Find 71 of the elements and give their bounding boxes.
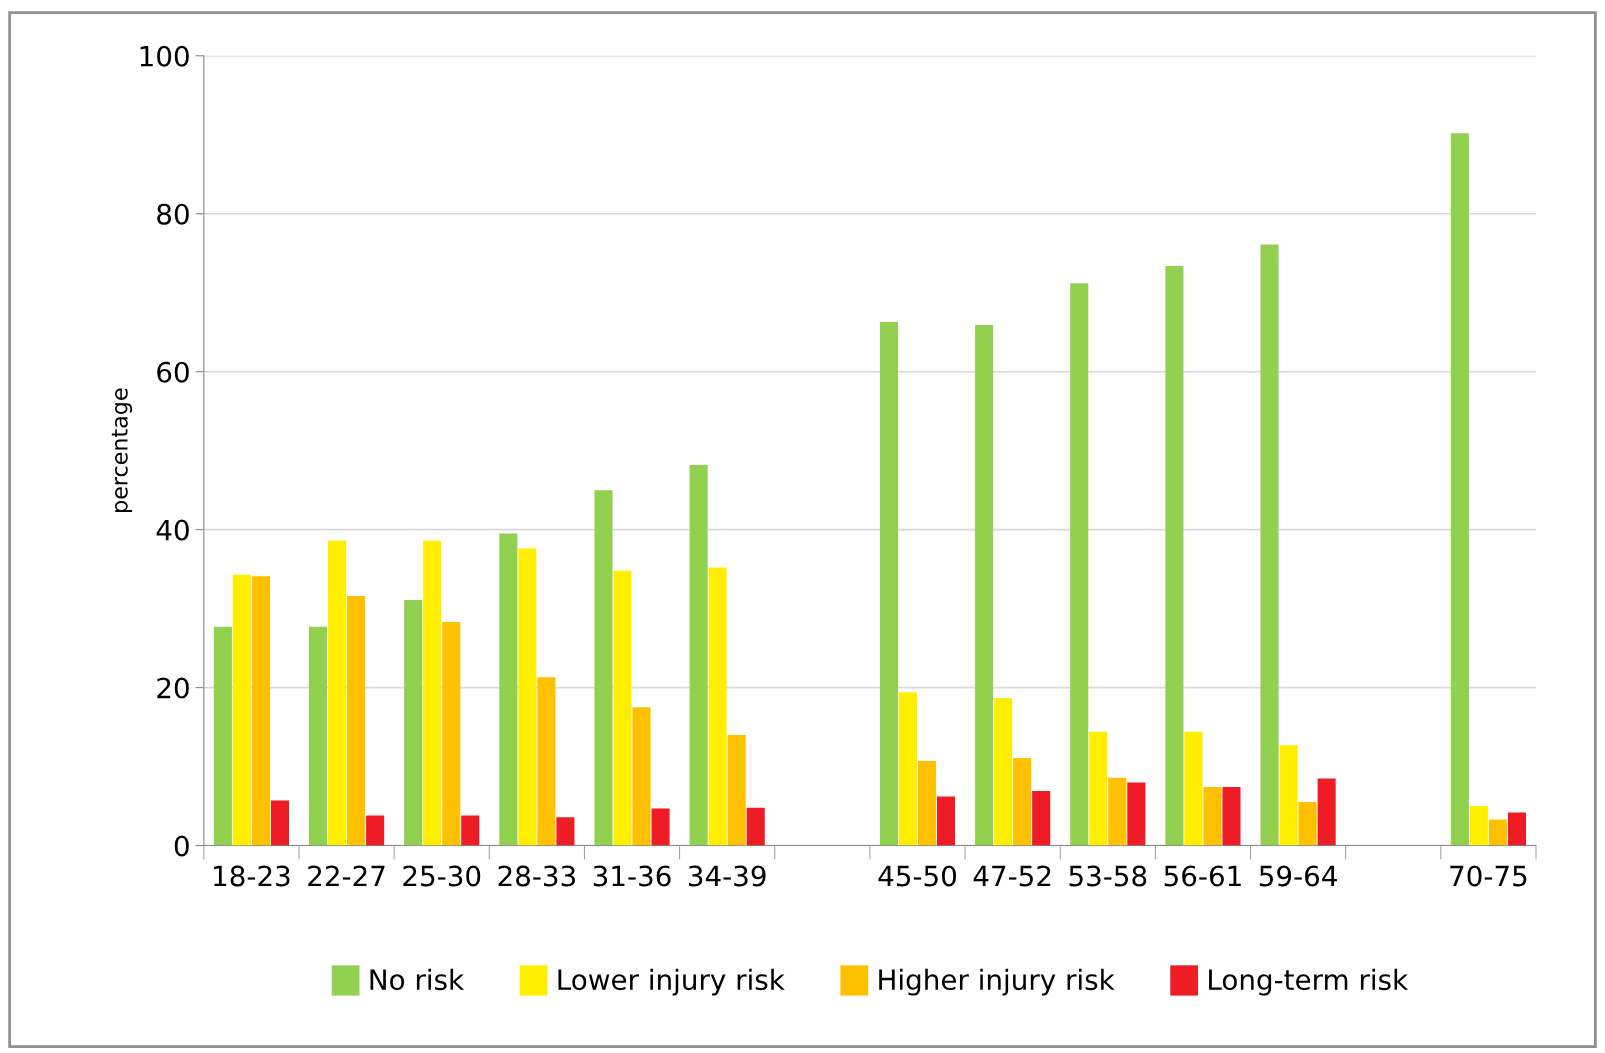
bar — [689, 464, 708, 846]
legend-label: No risk — [370, 968, 465, 991]
y-tick-label: 20 — [157, 677, 189, 699]
x-tick-label: 31-36 — [593, 865, 671, 887]
x-tick-label: 34-39 — [688, 865, 766, 887]
bar — [232, 574, 251, 846]
bar — [1013, 757, 1032, 846]
bar — [632, 707, 651, 846]
bar — [1127, 782, 1146, 846]
bar — [461, 815, 480, 846]
bar — [537, 677, 556, 846]
legend-label: Long-term risk — [1209, 968, 1409, 996]
bar — [308, 626, 328, 846]
bar — [1488, 819, 1507, 846]
bar — [613, 570, 632, 846]
y-tick-label: 60 — [157, 361, 189, 383]
bar — [1507, 812, 1526, 846]
x-tick-label: 56-61 — [1164, 865, 1241, 887]
bar — [879, 321, 898, 846]
bar — [1222, 787, 1241, 846]
bar — [1469, 806, 1488, 846]
bar — [975, 325, 994, 846]
bar — [746, 807, 765, 846]
bar — [347, 596, 366, 846]
legend-label: Lower injury risk — [558, 968, 785, 996]
x-tick-label: 28-33 — [498, 865, 575, 887]
bar — [917, 761, 937, 846]
y-tick-label: 40 — [156, 519, 189, 541]
y-tick-label: 80 — [157, 203, 189, 225]
x-tick-label: 53-58 — [1069, 865, 1147, 887]
bar — [1089, 731, 1108, 846]
x-tick-label: 22-27 — [308, 865, 385, 887]
bar — [328, 540, 347, 846]
bar — [1184, 731, 1203, 846]
legend-label: Higher injury risk — [879, 968, 1115, 996]
bar — [1070, 283, 1089, 846]
bar — [727, 734, 746, 846]
bar — [1203, 787, 1222, 846]
bar — [1317, 778, 1336, 846]
bar — [270, 800, 289, 846]
bar — [936, 796, 956, 846]
bar — [708, 567, 727, 846]
bar — [1260, 244, 1279, 846]
y-axis-title: percentage — [111, 388, 133, 512]
bar — [251, 576, 270, 846]
bar — [556, 817, 575, 846]
bar — [1279, 745, 1298, 846]
bar — [594, 490, 613, 846]
bar — [1032, 791, 1051, 846]
y-tick-label: 0 — [174, 835, 189, 857]
bar — [1165, 265, 1184, 846]
x-tick-label: 70-75 — [1450, 865, 1527, 887]
bar — [213, 626, 232, 846]
bar — [518, 548, 537, 846]
bar — [1298, 802, 1317, 846]
bar — [366, 815, 385, 846]
bar — [994, 697, 1013, 846]
bar — [651, 808, 670, 846]
bar — [423, 540, 442, 846]
bar — [898, 692, 918, 846]
bar — [442, 622, 461, 846]
bar — [1108, 777, 1127, 846]
bar — [404, 599, 423, 846]
bar — [499, 533, 518, 846]
x-tick-label: 45-50 — [878, 865, 956, 887]
x-tick-label: 25-30 — [403, 865, 481, 887]
x-tick-label: 47-52 — [973, 865, 1051, 887]
bar — [1450, 133, 1469, 846]
y-tick-label: 100 — [140, 45, 189, 67]
x-tick-label: 18-23 — [214, 865, 290, 887]
x-tick-label: 59-64 — [1259, 865, 1337, 887]
